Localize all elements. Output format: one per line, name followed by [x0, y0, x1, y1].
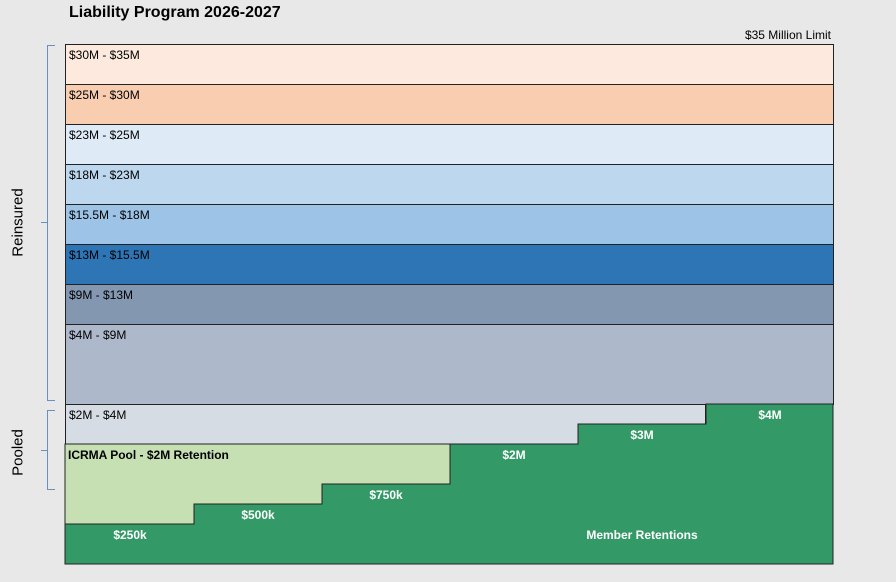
layer-band: $15.5M - $18M: [65, 204, 834, 245]
layer-band: $18M - $23M: [65, 164, 834, 205]
retention-label-500k: $500k: [241, 508, 275, 522]
reinsured-brace-tick: [41, 222, 47, 223]
layer-label: $30M - $35M: [69, 48, 140, 62]
reinsured-brace: [47, 45, 55, 401]
member-retentions-label: Member Retentions: [586, 528, 698, 542]
retention-label-250k: $250k: [113, 528, 147, 542]
layer-label: $15.5M - $18M: [69, 208, 150, 222]
layer-label: $9M - $13M: [69, 288, 134, 302]
layer-label: $25M - $30M: [69, 88, 140, 102]
retention-label-750k: $750k: [369, 488, 403, 502]
layer-band: $25M - $30M: [65, 84, 834, 125]
layer-band: $13M - $15.5M: [65, 244, 834, 285]
pooled-brace-tick: [41, 450, 47, 451]
layer-band: $4M - $9M: [65, 324, 834, 405]
layer-label: $18M - $23M: [69, 168, 140, 182]
pooled-brace: [47, 410, 55, 490]
layer-label: $4M - $9M: [69, 328, 127, 342]
layer-label: $2M - $4M: [69, 408, 127, 422]
pool-label: ICRMA Pool - $2M Retention: [68, 448, 229, 462]
retention-label-4m: $4M: [758, 408, 782, 422]
page-title: Liability Program 2026-2027: [69, 4, 281, 21]
limit-label: $35 Million Limit: [744, 28, 831, 42]
layer-label: $23M - $25M: [69, 128, 140, 142]
retention-label-2m: $2M: [502, 448, 526, 462]
retention-label-3m: $3M: [630, 428, 654, 442]
layer-label: $13M - $15.5M: [69, 248, 150, 262]
